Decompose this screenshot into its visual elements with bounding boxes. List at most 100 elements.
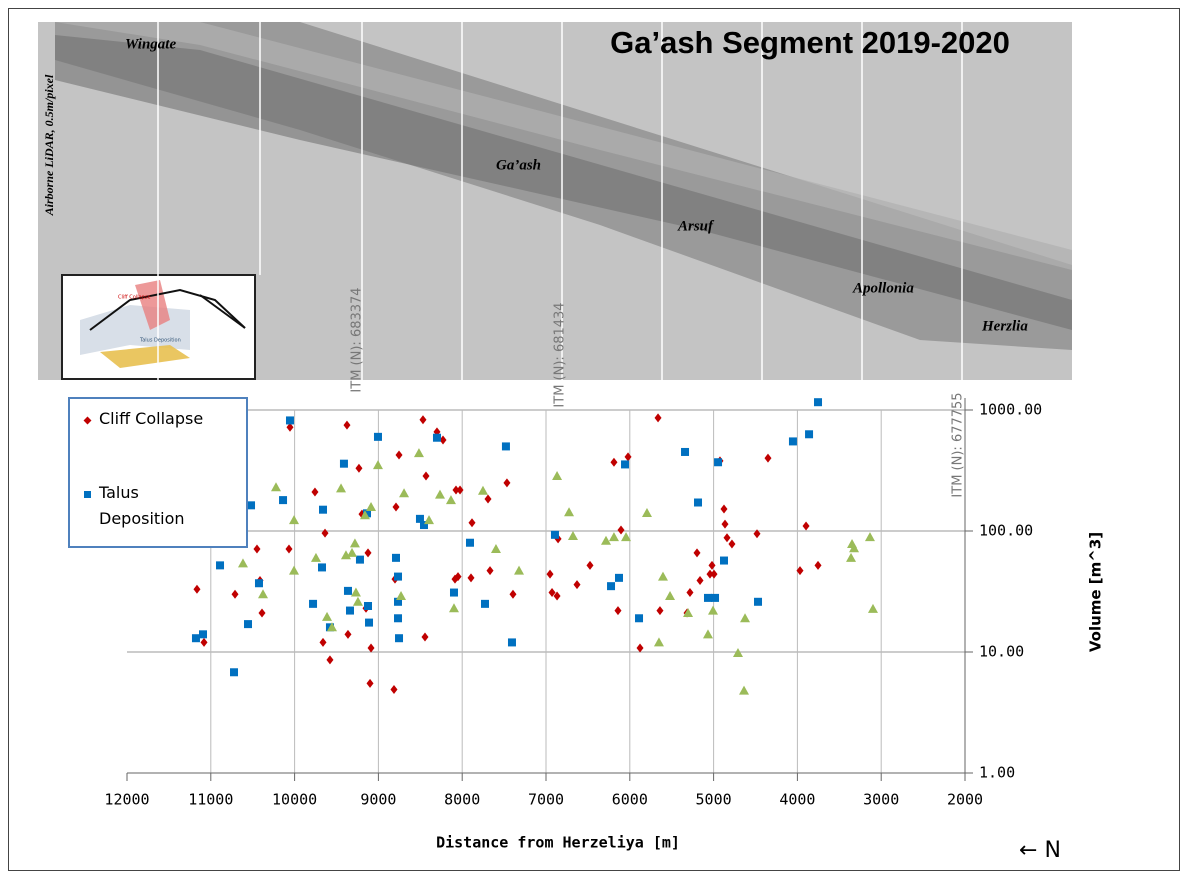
point xyxy=(349,538,360,548)
point xyxy=(372,460,383,470)
point xyxy=(573,580,581,590)
point xyxy=(548,588,556,598)
point xyxy=(339,459,348,468)
point xyxy=(614,573,623,582)
legend-marker xyxy=(83,416,92,425)
point xyxy=(764,453,772,463)
lidar-photo xyxy=(38,22,1072,380)
point xyxy=(567,530,578,540)
point xyxy=(415,514,424,523)
point xyxy=(200,637,208,647)
point xyxy=(373,432,382,441)
point xyxy=(486,566,494,576)
point xyxy=(432,433,441,442)
point xyxy=(681,447,690,456)
point xyxy=(550,530,559,539)
y-tick-label: 10.00 xyxy=(979,643,1024,661)
point xyxy=(345,606,354,615)
point xyxy=(399,488,410,498)
point xyxy=(394,597,403,606)
point xyxy=(439,435,447,445)
point xyxy=(703,593,712,602)
point xyxy=(507,638,516,647)
point xyxy=(601,535,612,545)
chart-title: Ga’ash Segment 2019-2020 xyxy=(610,25,1010,60)
point xyxy=(319,505,328,514)
point xyxy=(322,611,333,621)
y-tick-label: 1000.00 xyxy=(979,401,1042,419)
inset-label: Talus Deposition xyxy=(139,338,181,344)
point xyxy=(434,489,445,499)
place-label: Arsuf xyxy=(677,218,715,234)
itm-label: ITM (N): 677755 xyxy=(951,392,966,497)
point xyxy=(732,648,743,658)
point xyxy=(739,685,750,695)
point xyxy=(396,591,407,601)
point xyxy=(706,569,714,579)
north-arrow: ← N xyxy=(1019,838,1061,863)
point xyxy=(309,599,318,608)
point xyxy=(390,684,398,694)
point xyxy=(286,422,294,432)
point xyxy=(352,596,363,606)
point xyxy=(419,415,427,425)
point xyxy=(711,593,720,602)
point xyxy=(719,556,728,565)
point xyxy=(394,572,403,581)
x-axis-title: Distance from Herzeliya [m] xyxy=(436,834,680,852)
point xyxy=(413,448,424,458)
point xyxy=(454,572,462,582)
point xyxy=(814,560,822,570)
point xyxy=(610,457,618,467)
point xyxy=(445,495,456,505)
point xyxy=(340,550,351,560)
point xyxy=(456,485,464,495)
legend: Cliff Collapse Talus Deposition xyxy=(68,397,248,548)
point xyxy=(285,416,294,425)
point xyxy=(553,591,561,601)
point xyxy=(864,532,875,542)
point xyxy=(635,614,644,623)
x-tick-label: 9000 xyxy=(360,791,396,809)
point xyxy=(449,588,458,597)
point xyxy=(465,538,474,547)
point xyxy=(421,632,429,642)
point xyxy=(318,563,327,572)
point xyxy=(367,643,375,653)
point xyxy=(193,584,201,594)
point xyxy=(395,450,403,460)
point xyxy=(849,543,860,553)
legend-marker xyxy=(84,491,91,498)
point xyxy=(802,521,810,531)
point xyxy=(714,458,723,467)
frame xyxy=(8,8,1180,871)
point xyxy=(740,613,751,623)
place-label: Ga’ash xyxy=(496,157,541,173)
point xyxy=(468,518,476,528)
point xyxy=(364,601,373,610)
point xyxy=(452,485,460,495)
point xyxy=(289,565,300,575)
point xyxy=(788,437,797,446)
x-tick-label: 4000 xyxy=(779,791,815,809)
point xyxy=(231,589,239,599)
point xyxy=(477,485,488,495)
point xyxy=(546,569,554,579)
point xyxy=(721,519,729,529)
point xyxy=(624,452,632,462)
legend-label: Cliff Collapse xyxy=(99,409,204,428)
point xyxy=(359,510,370,520)
point xyxy=(641,507,652,517)
legend-item: Talus Deposition xyxy=(84,483,219,532)
point xyxy=(867,603,878,613)
point xyxy=(805,430,814,439)
point xyxy=(846,552,857,562)
point xyxy=(501,442,510,451)
point xyxy=(814,398,823,407)
point xyxy=(710,569,718,579)
point xyxy=(686,588,694,598)
point xyxy=(657,571,668,581)
point xyxy=(392,502,400,512)
point xyxy=(514,565,525,575)
point xyxy=(336,483,347,493)
